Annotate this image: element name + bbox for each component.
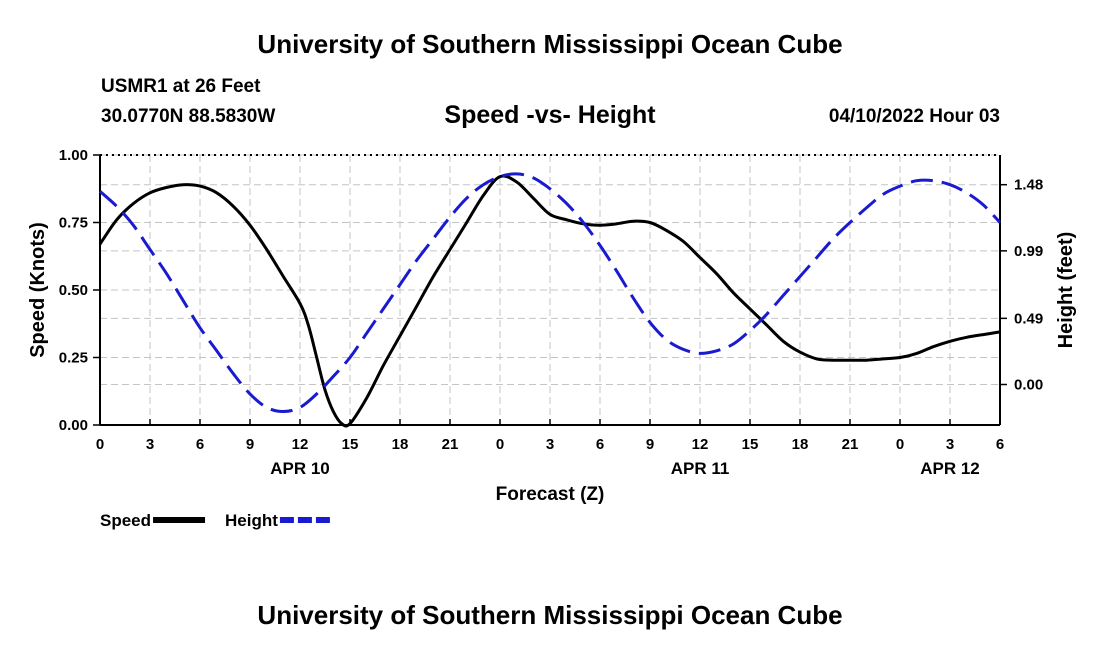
x-tick-label: 3 — [946, 436, 954, 453]
chart-series — [98, 172, 1002, 428]
chart-title: University of Southern Mississippi Ocean… — [257, 29, 843, 59]
y-tick-label: 0.50 — [59, 282, 88, 299]
x-axis-title: Forecast (Z) — [496, 484, 605, 505]
x-tick-label: 6 — [196, 436, 204, 453]
y2-tick-label: 1.48 — [1014, 177, 1043, 194]
x-tick-label: 9 — [246, 436, 254, 453]
station-label: USMR1 at 26 Feet — [101, 76, 261, 97]
x-tick-label: 9 — [646, 436, 654, 453]
y-tick-label: 0.00 — [59, 417, 88, 434]
y-axis-title: Speed (Knots) — [27, 222, 49, 358]
x-tick-label: 12 — [292, 436, 309, 453]
x-tick-label: 15 — [342, 436, 359, 453]
series-line-height — [99, 172, 1002, 413]
x-tick-label: 6 — [996, 436, 1004, 453]
x-tick-label: 21 — [442, 436, 459, 453]
date-label: APR 11 — [671, 459, 730, 478]
y2-tick-label: 0.00 — [1014, 377, 1043, 394]
x-tick-label: 3 — [546, 436, 554, 453]
x-tick-label: 6 — [596, 436, 604, 453]
y2-axis-title: Height (feet) — [1055, 232, 1077, 349]
legend-label-height: Height — [225, 511, 278, 530]
station-coordinates: 30.0770N 88.5830W — [101, 106, 276, 127]
legend-label-speed: Speed — [100, 511, 151, 530]
chart-labels: 0 3 6 9 12 15 18 21 0 3 6 9 12 15 18 21 0 3 6 APR 10 APR 11 A… — [27, 147, 1077, 505]
y-tick-label: 0.25 — [59, 350, 88, 367]
x-tick-label: 3 — [146, 436, 154, 453]
x-tick-label: 0 — [496, 436, 504, 453]
y2-tick-label: 0.49 — [1014, 310, 1043, 327]
x-tick-label: 0 — [96, 436, 104, 453]
y2-tick-label: 0.99 — [1014, 243, 1043, 260]
chart-grid — [99, 154, 1001, 426]
y-tick-label: 1.00 — [59, 147, 88, 164]
chart-legend: Speed Height — [100, 511, 332, 530]
series-line-speed — [98, 174, 1001, 428]
y-tick-label: 0.75 — [59, 215, 88, 232]
date-label: APR 12 — [920, 459, 980, 478]
x-tick-label: 0 — [896, 436, 904, 453]
x-tick-label: 21 — [842, 436, 859, 453]
speed-height-chart: 0 3 6 9 12 15 18 21 0 3 6 9 12 15 18 21 0 3 6 APR 10 APR 11 A… — [27, 147, 1077, 530]
x-tick-label: 18 — [792, 436, 809, 453]
x-tick-label: 15 — [742, 436, 759, 453]
x-tick-label: 12 — [692, 436, 709, 453]
date-label: APR 10 — [270, 459, 330, 478]
chart-axes — [93, 154, 1007, 426]
footer-title: University of Southern Mississippi Ocean… — [257, 600, 843, 630]
chart-subtitle: Speed -vs- Height — [444, 101, 656, 129]
x-tick-label: 18 — [392, 436, 409, 453]
forecast-datetime: 04/10/2022 Hour 03 — [828, 106, 1000, 127]
